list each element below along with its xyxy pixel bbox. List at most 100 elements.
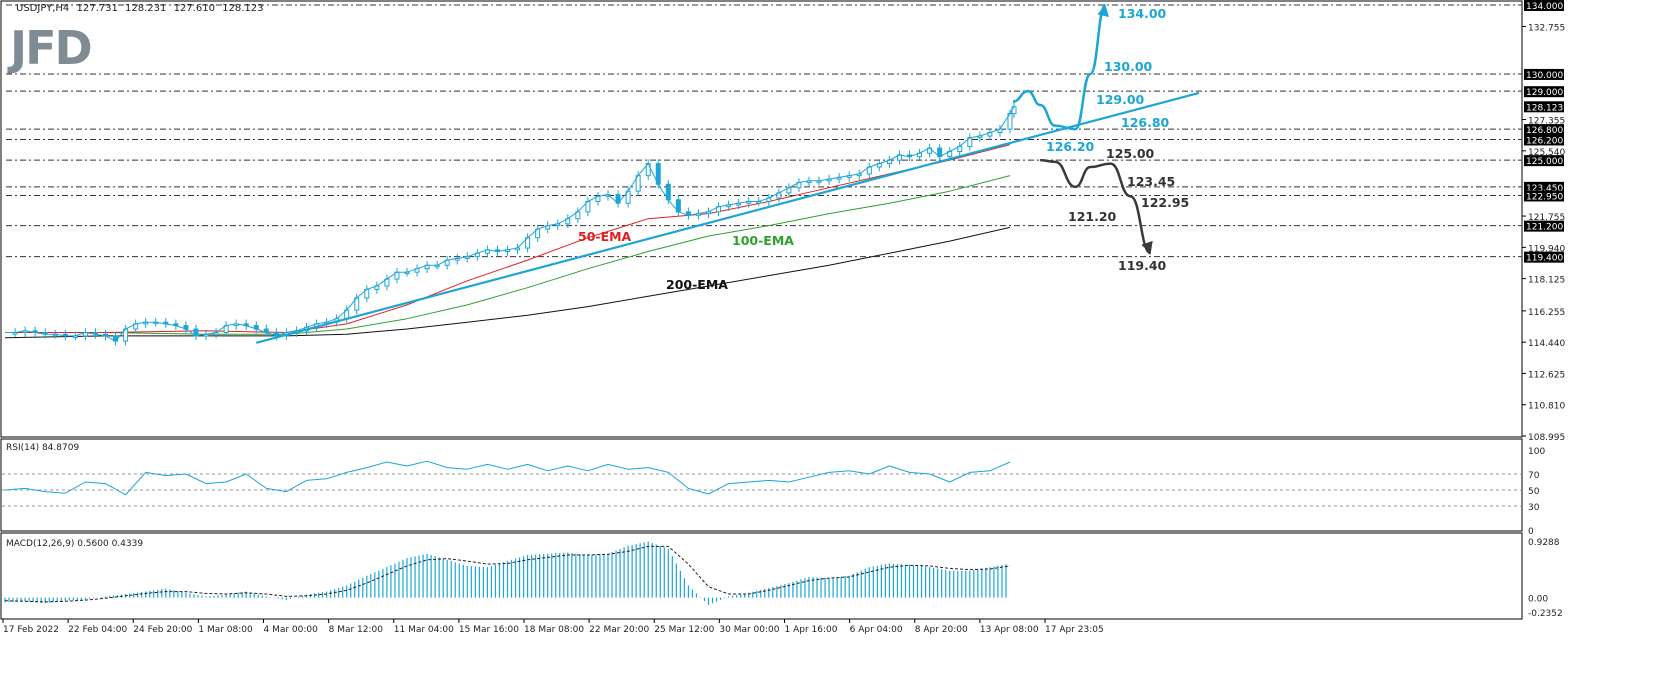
uptrend-line: [255, 91, 1200, 344]
macd-title: MACD(12,26,9) 0.5600 0.4339: [6, 539, 143, 549]
time-tick-label: 4 Mar 00:00: [264, 625, 319, 635]
price-tag: [1524, 220, 1564, 232]
level-125-label: 125.00: [1106, 146, 1155, 161]
price-tick-label: 125.540: [1528, 148, 1565, 158]
price-tag-text: 121.200: [1526, 223, 1563, 233]
price-tag: [1524, 134, 1564, 146]
macd-panel: 0.9288 0.00 -0.2352 MACD(12,26,9) 0.5600 0.…: [0, 532, 1563, 620]
open-value: 127.731: [76, 3, 118, 14]
ema50-label: 50-EMA: [578, 229, 632, 244]
jfd-logo: JFD: [7, 21, 93, 75]
price-tick-label: 108.995: [1528, 433, 1565, 443]
price-tag: [1524, 181, 1564, 193]
time-tick-label: 6 Apr 04:00: [850, 625, 903, 635]
price-tick-label: 132.755: [1528, 23, 1565, 33]
price-tick-label: 114.440: [1528, 339, 1565, 349]
bear-scenario-path: [1040, 158, 1152, 255]
time-tick-label: 17 Feb 2022: [3, 625, 59, 635]
price-tag: [1524, 155, 1564, 167]
price-tag: [1524, 124, 1564, 136]
level-130-label: 130.00: [1104, 59, 1153, 74]
rsi-panel: 100 70 50 30 0 RSI(14) 84.8709: [0, 438, 1545, 537]
main-price-panel: 134.000130.000129.000128.123126.800126.2…: [0, 0, 1565, 443]
time-tick-label: 18 Mar 08:00: [524, 625, 584, 635]
time-tick-label: 13 Apr 08:00: [980, 625, 1039, 635]
macd-tick-label: 0.9288: [1528, 538, 1560, 548]
level-121-20-label: 121.20: [1068, 209, 1117, 224]
ema200-label: 200-EMA: [666, 277, 728, 292]
price-tag-text: 125.000: [1526, 157, 1563, 167]
jfd-logo-text: JFD: [7, 21, 91, 75]
bull-scenario-path: [1012, 3, 1107, 131]
low-value: 127.610: [173, 3, 215, 14]
target-134-label: 134.00: [1118, 6, 1167, 21]
price-tag-text: 126.200: [1526, 136, 1563, 146]
ema100-line: [5, 175, 1011, 335]
price-tag: [1524, 86, 1564, 98]
time-tick-label: 22 Mar 20:00: [589, 625, 649, 635]
rsi-line: [4, 460, 1011, 496]
level-123-45-label: 123.45: [1127, 174, 1175, 189]
high-value: 128.231: [125, 3, 167, 14]
symbol-label: USDJPY,H4: [16, 3, 70, 14]
price-line: [5, 106, 1015, 342]
price-tag-text: 134.000: [1526, 2, 1563, 12]
price-tick-label: 118.125: [1528, 276, 1565, 286]
macd-frame: [0, 532, 1523, 620]
price-tick-label: 121.755: [1528, 213, 1565, 223]
time-tick-label: 8 Mar 12:00: [329, 625, 384, 635]
rsi-tick-label: 100: [1528, 447, 1545, 457]
ema50-line: [5, 144, 1011, 333]
price-tag-text: 122.950: [1526, 192, 1563, 202]
time-tick-label: 11 Mar 04:00: [394, 625, 454, 635]
price-tag-text: 119.400: [1526, 254, 1563, 264]
time-tick-label: 8 Apr 20:00: [915, 625, 968, 635]
candle-body: [1011, 106, 1017, 115]
level-129-label: 129.00: [1096, 92, 1145, 107]
price-tag: [1524, 190, 1564, 202]
price-tag-text: 130.000: [1526, 71, 1563, 81]
time-tick-label: 24 Feb 20:00: [133, 625, 192, 635]
price-tag-text: 123.450: [1526, 184, 1563, 194]
price-tick-label: 110.810: [1528, 402, 1565, 412]
price-tag: [1524, 0, 1564, 11]
price-tag-text: 129.000: [1526, 88, 1563, 98]
price-tick-label: 116.255: [1528, 308, 1565, 318]
rsi-title: RSI(14) 84.8709: [6, 443, 79, 453]
macd-tick-label: 0.00: [1528, 595, 1548, 605]
time-tick-label: 17 Apr 23:05: [1045, 625, 1104, 635]
time-tick-label: 1 Apr 16:00: [785, 625, 838, 635]
level-122-95-label: 122.95: [1141, 195, 1189, 210]
price-tag: [1524, 251, 1564, 263]
price-tick-label: 127.355: [1528, 117, 1565, 127]
macd-signal-line: [4, 545, 1011, 603]
price-tick-label: 112.625: [1528, 370, 1565, 380]
price-tag: [1524, 68, 1564, 80]
level-119-40-label: 119.40: [1118, 258, 1167, 273]
rsi-tick-label: 0: [1528, 527, 1534, 537]
ema200-line: [4, 226, 1011, 339]
time-tick-label: 22 Feb 04:00: [68, 625, 127, 635]
time-tick-label: 25 Mar 12:00: [654, 625, 714, 635]
price-tag: [1524, 101, 1564, 113]
macd-tick-label: -0.2352: [1528, 609, 1563, 619]
chart-header: USDJPY,H4 127.731 128.231 127.610 128.12…: [16, 3, 267, 14]
bull-scenario-path-arrowhead: [1097, 5, 1109, 18]
time-tick-label: 30 Mar 00:00: [719, 625, 779, 635]
rsi-tick-label: 50: [1528, 487, 1540, 497]
time-tick-label: 1 Mar 08:00: [198, 625, 253, 635]
price-tick-label: 119.940: [1528, 244, 1565, 254]
rsi-tick-label: 30: [1528, 503, 1540, 513]
rsi-frame: [0, 438, 1523, 532]
level-126-80-label: 126.80: [1121, 115, 1170, 130]
bear-scenario-path-arrowhead: [1141, 240, 1153, 254]
price-tag-text: 126.800: [1526, 126, 1563, 136]
ema100-label: 100-EMA: [732, 233, 794, 248]
rsi-tick-label: 70: [1528, 471, 1540, 481]
level-126-20-label: 126.20: [1046, 139, 1095, 154]
main-frame: [0, 0, 1523, 438]
close-value: 128.123: [222, 3, 264, 14]
price-tag-text: 128.123: [1526, 103, 1563, 113]
